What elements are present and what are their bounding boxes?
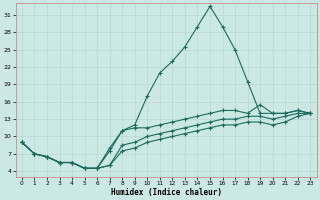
- X-axis label: Humidex (Indice chaleur): Humidex (Indice chaleur): [111, 188, 221, 197]
